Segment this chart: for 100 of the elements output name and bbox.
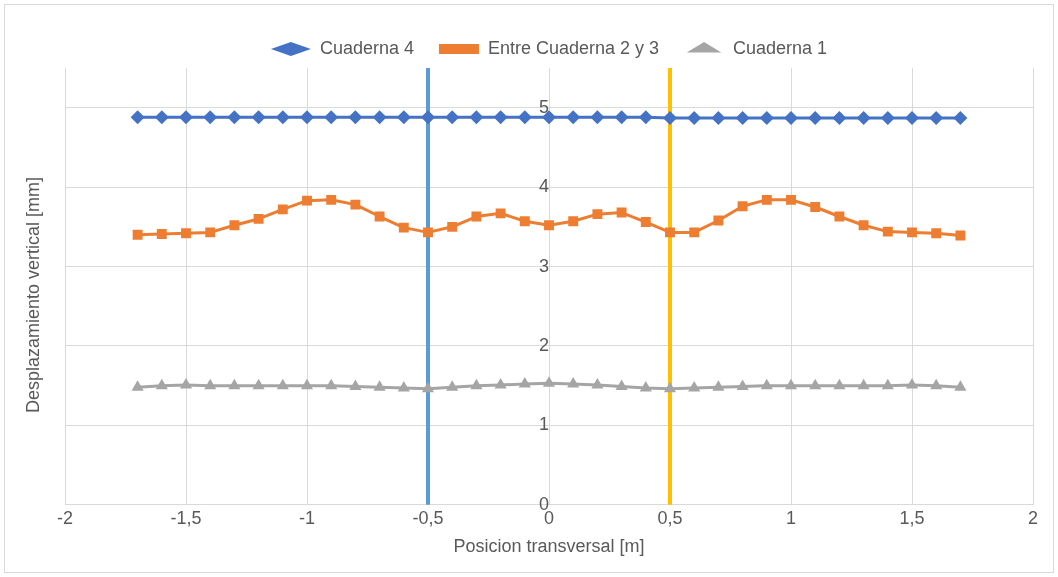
point (954, 380, 967, 391)
point (179, 110, 193, 125)
point (931, 228, 942, 239)
point (397, 381, 410, 392)
point (374, 211, 385, 222)
point (181, 228, 191, 239)
legend-label: Cuaderna 4 (319, 37, 414, 58)
point (857, 378, 870, 390)
point (640, 217, 651, 228)
point (663, 111, 677, 126)
point (205, 227, 216, 238)
point (832, 111, 847, 126)
point (591, 377, 604, 389)
point (132, 229, 143, 240)
point (856, 111, 871, 126)
point (253, 213, 264, 224)
point (711, 111, 726, 126)
point (204, 378, 217, 390)
point (373, 380, 386, 391)
point (905, 111, 919, 126)
point (396, 110, 411, 125)
point (592, 209, 603, 220)
x-tick-label: -1 (298, 507, 316, 528)
point (519, 216, 530, 227)
point (350, 199, 361, 210)
point (156, 229, 167, 239)
point (614, 110, 629, 125)
point (275, 110, 290, 125)
y-tick-label: 1 (538, 414, 549, 435)
x-tick-label: 0,5 (657, 507, 683, 528)
point (542, 376, 556, 387)
x-tick-label: -2 (56, 507, 74, 528)
point (907, 227, 917, 238)
point (955, 230, 966, 241)
y-tick-label: 5 (538, 96, 549, 117)
point (277, 204, 288, 215)
point (810, 202, 821, 212)
point (495, 208, 506, 219)
point (445, 110, 460, 125)
point (493, 110, 508, 125)
point (276, 378, 289, 390)
point (590, 110, 605, 125)
point (639, 381, 652, 392)
point (155, 378, 168, 390)
point (687, 111, 702, 126)
point (494, 377, 507, 389)
point (567, 377, 580, 388)
point (325, 378, 338, 390)
x-axis-title: Posicion transversal [m] (453, 536, 645, 557)
y-axis-title: Desplazamiento vertical [mm] (22, 176, 44, 414)
point (761, 194, 772, 205)
y-tick-label: 2 (538, 334, 549, 355)
point (735, 111, 750, 126)
point (423, 227, 433, 238)
point (324, 110, 339, 125)
point (566, 110, 581, 125)
point (398, 222, 409, 233)
point (568, 216, 579, 227)
x-tick-label: 2 (1027, 507, 1039, 528)
point (446, 380, 459, 391)
point (929, 111, 944, 126)
point (471, 211, 482, 222)
point (615, 379, 628, 390)
point (229, 220, 240, 231)
point (179, 377, 193, 389)
point (130, 110, 145, 125)
point (154, 110, 169, 125)
point (203, 110, 218, 125)
y-tick-label: 4 (538, 176, 549, 197)
point (544, 220, 554, 231)
point (833, 378, 846, 390)
point (808, 111, 823, 126)
y-tick-label: 3 (538, 255, 549, 276)
point (688, 381, 701, 392)
point (882, 226, 893, 237)
point (905, 377, 919, 389)
point (348, 110, 363, 125)
point (713, 215, 724, 226)
point (251, 110, 266, 125)
point (665, 227, 675, 238)
point (809, 378, 822, 390)
point (326, 194, 337, 205)
point (834, 211, 845, 222)
x-tick-label: 1,5 (899, 507, 925, 528)
point (349, 379, 362, 390)
point (930, 378, 943, 390)
point (712, 380, 725, 391)
point (784, 378, 798, 390)
point (302, 195, 312, 206)
point (880, 111, 895, 126)
point (786, 194, 796, 205)
point (663, 381, 677, 393)
point (759, 111, 774, 126)
point (447, 221, 458, 232)
point (881, 378, 894, 390)
point (858, 220, 869, 231)
point (760, 378, 773, 390)
x-tick-label: -0,5 (412, 507, 444, 528)
point (421, 110, 435, 125)
point (470, 378, 483, 390)
